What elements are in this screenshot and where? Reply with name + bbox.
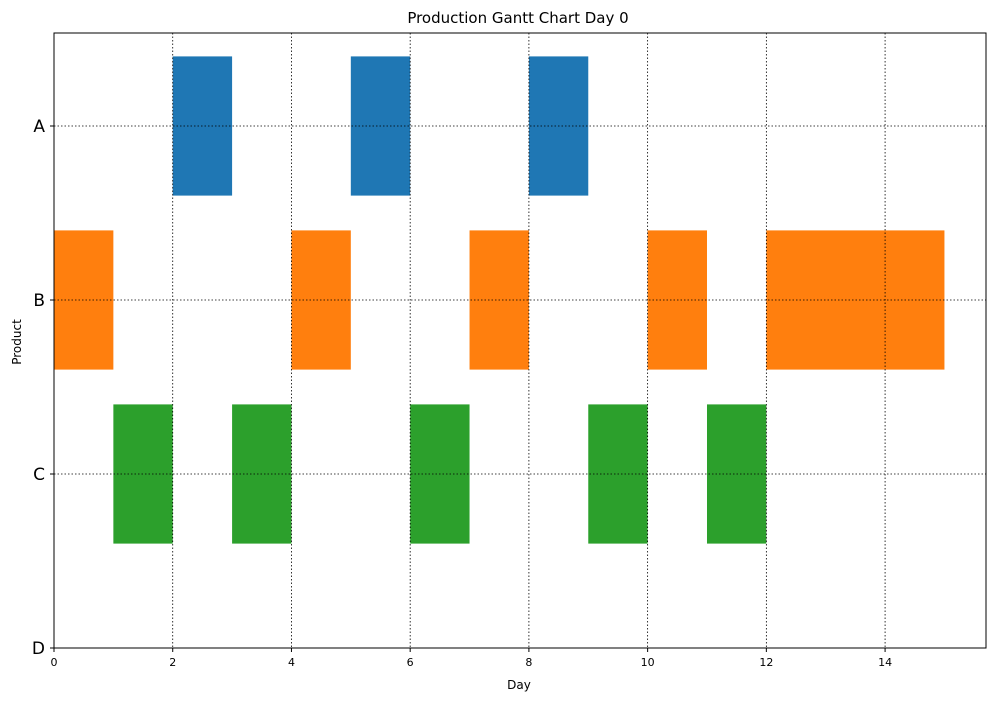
- x-tick-label: 6: [407, 656, 414, 669]
- x-tick-label: 10: [641, 656, 655, 669]
- bars-layer: [54, 56, 945, 544]
- y-tick-label-a: A: [33, 117, 45, 137]
- x-tick-label: 4: [288, 656, 295, 669]
- x-axis-label: Day: [507, 678, 531, 692]
- x-tick-label: 8: [525, 656, 532, 669]
- y-tick-label-d: D: [32, 639, 45, 659]
- y-axis-ticks: A B C D: [32, 117, 54, 659]
- y-axis-label: Product: [10, 319, 24, 365]
- x-tick-label: 12: [759, 656, 773, 669]
- y-tick-label-b: B: [33, 291, 45, 311]
- x-tick-label: 14: [878, 656, 892, 669]
- x-axis-ticks: 0 2 4 6 8 10 12 14: [51, 648, 892, 669]
- chart-title: Production Gantt Chart Day 0: [407, 9, 628, 27]
- plot-area-frame: [53, 32, 987, 649]
- grid-layer: [54, 33, 986, 648]
- y-tick-label-c: C: [33, 465, 45, 485]
- x-tick-label: 0: [51, 656, 58, 669]
- x-tick-label: 2: [169, 656, 176, 669]
